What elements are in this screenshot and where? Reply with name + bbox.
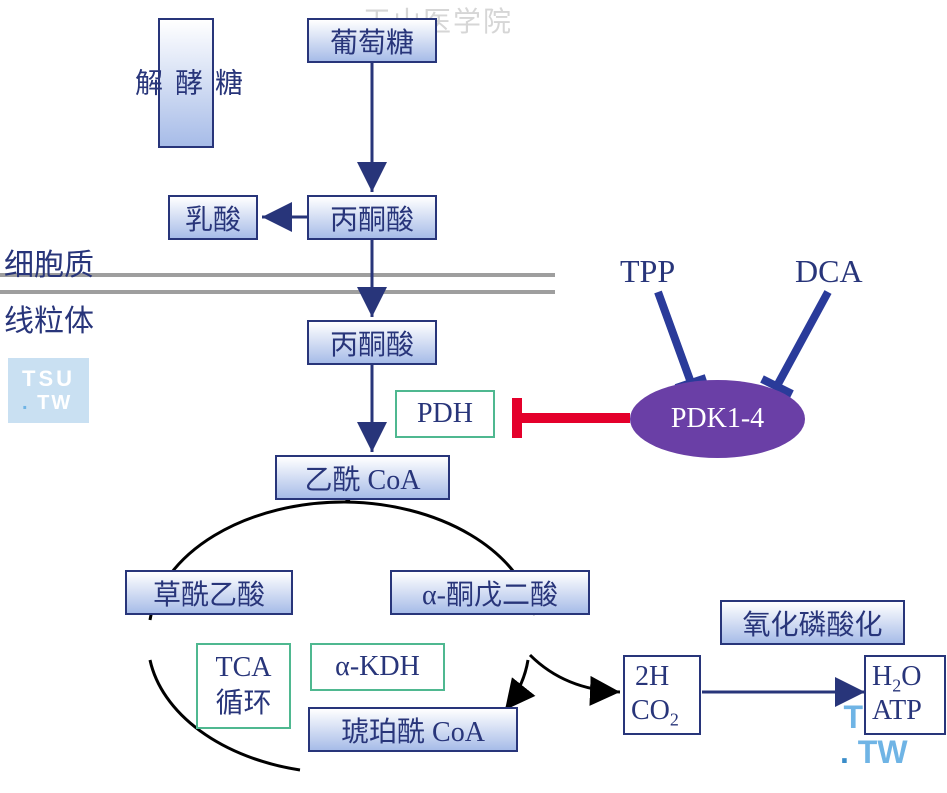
atp-label: ATP (872, 695, 922, 727)
cytoplasm-label: 细胞质 (4, 240, 94, 284)
mitochondria-label: 线粒体 (4, 296, 94, 340)
succinylcoa-box: 琥珀酰 CoA (308, 707, 518, 752)
co2-label: CO2 (631, 695, 679, 731)
pdh-box: PDH (395, 390, 495, 438)
tpp-label: TPP (620, 253, 675, 290)
akdh-box: α-KDH (310, 643, 445, 691)
oxaloacetate-box: 草酰乙酸 (125, 570, 293, 615)
pyruvate2-box: 丙酮酸 (307, 320, 437, 365)
tsu-logo-1: TSU . TW (8, 358, 89, 423)
dca-label: DCA (795, 253, 863, 290)
2h-label: 2H (635, 661, 669, 693)
h2o-label: H2O (872, 661, 921, 697)
lactate-box: 乳酸 (168, 195, 258, 240)
pdk-ellipse: PDK1-4 (630, 380, 805, 458)
glucose-box: 葡萄糖 (307, 18, 437, 63)
oxphos-box: 氧化磷酸化 (720, 600, 905, 645)
pyruvate1-box: 丙酮酸 (307, 195, 437, 240)
final-box: H2O ATP (864, 655, 946, 735)
tca-label-box: TCA 循环 (196, 643, 291, 729)
glycolysis-box: 糖 酵 解 (158, 18, 214, 148)
products-box: 2H CO2 (623, 655, 701, 735)
acetylcoa-box: 乙酰 CoA (275, 455, 450, 500)
akg-box: α-酮戊二酸 (390, 570, 590, 615)
